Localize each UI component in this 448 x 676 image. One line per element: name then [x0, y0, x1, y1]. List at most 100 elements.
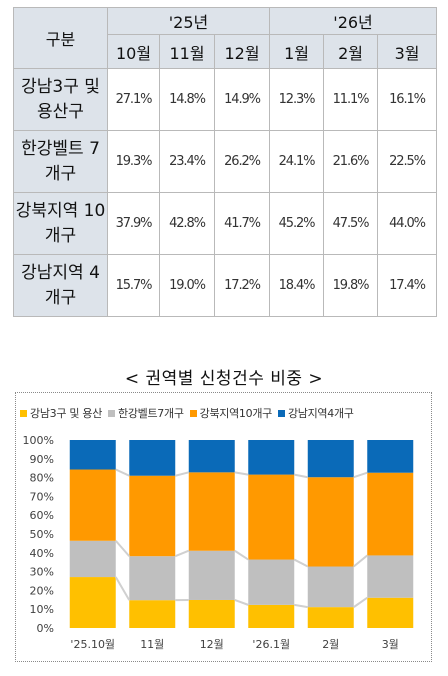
series-connector-line	[114, 540, 131, 557]
bar-segment	[307, 566, 354, 608]
bar-segment	[188, 440, 235, 473]
table-cell: 17.4%	[377, 254, 438, 317]
series-connector-line	[174, 549, 190, 558]
series-connector-line	[115, 468, 130, 477]
series-connector-line	[293, 558, 309, 568]
table-cell: 16.1%	[377, 68, 438, 131]
table-cell: 14.8%	[159, 68, 215, 131]
month-header: 1월	[269, 34, 325, 69]
legend-item: 강북지역10개구	[189, 405, 273, 421]
table-cell: 47.5%	[323, 192, 379, 255]
chart-frame	[15, 392, 432, 662]
row-label: 한강벨트 7개구	[13, 130, 108, 193]
table-cell: 45.2%	[269, 192, 325, 255]
y-tick-label: 100%	[23, 434, 54, 447]
table-cell: 27.1%	[107, 68, 160, 131]
legend-swatch	[277, 409, 285, 417]
bar-segment	[129, 600, 176, 628]
table-cell: 26.2%	[213, 130, 271, 193]
table-cell: 22.5%	[377, 130, 438, 193]
table-cell: 42.8%	[159, 192, 215, 255]
legend-swatch	[108, 409, 116, 417]
y-tick-label: 0%	[37, 622, 54, 635]
stacked-bar-chart: 0% 10% 20% 30% 40% 50% 60% 70% 80% 90% 100% '25.10월…	[23, 434, 414, 651]
table-cell: 23.4%	[159, 130, 215, 193]
chart-title: < 권역별 신청건수 비중 >	[124, 369, 324, 389]
legend-item: 강남3구 및 용산	[20, 405, 102, 421]
bar-segment	[69, 469, 116, 541]
bar-segment	[367, 440, 414, 473]
legend-swatch	[20, 409, 27, 417]
bar-segment	[129, 440, 176, 476]
y-tick-label: 80%	[30, 472, 54, 485]
table-cell: 44.0%	[377, 192, 438, 255]
x-tick-label: 12월	[200, 638, 224, 651]
table-cell: 37.9%	[107, 192, 160, 255]
table-cell: 14.9%	[213, 68, 271, 131]
series-connector-line	[353, 554, 368, 568]
y-tick-label: 40%	[30, 547, 54, 560]
x-tick-label: 11월	[140, 638, 164, 651]
legend-swatch	[189, 409, 197, 417]
legend-label: 강남3구 및 용산	[30, 407, 103, 420]
bar-segment	[69, 577, 116, 628]
table-cell: 19.0%	[159, 254, 215, 317]
table-cell: 18.4%	[269, 254, 325, 317]
legend-label: 한강벨트7개구	[118, 407, 184, 420]
year-header-2025: '25년	[106, 7, 271, 35]
bar-segment	[188, 599, 235, 628]
header-group-label: 구분	[13, 7, 108, 69]
y-tick-label: 50%	[30, 528, 54, 541]
month-header: 11월	[159, 34, 215, 69]
legend-item: 강남지역4개구	[277, 405, 354, 421]
series-connector-line	[353, 596, 368, 608]
table-row: 강북지역 10개구 37.9% 42.8% 41.7% 45.2% 47.5% …	[13, 192, 438, 255]
legend-item: 한강벨트7개구	[108, 405, 184, 421]
series-connector-line	[234, 599, 249, 606]
table-row: 강남지역 4개구 15.7% 19.0% 17.2% 18.4% 19.8% 1…	[13, 254, 438, 317]
table-cell: 12.3%	[269, 68, 325, 131]
x-tick-label: '26.1월	[252, 638, 290, 651]
table-cell: 19.3%	[107, 130, 160, 193]
table-cell: 11.1%	[323, 68, 379, 131]
table-row: 한강벨트 7개구 19.3% 23.4% 26.2% 24.1% 21.6% 2…	[13, 130, 438, 193]
table-cell: 21.6%	[323, 130, 379, 193]
series-connector-line	[234, 471, 249, 476]
series-connector-line	[175, 471, 189, 477]
legend-label: 강북지역10개구	[199, 407, 273, 420]
series-connector-line	[114, 576, 131, 601]
series-connector-line	[294, 603, 308, 609]
share-table: 구분 '25년 '26년 10월 11월 12월 1월 2월 3월 강남3구 및…	[13, 7, 438, 317]
bar-segment	[69, 440, 116, 470]
y-tick-label: 30%	[30, 566, 54, 579]
table-cell: 24.1%	[269, 130, 325, 193]
bar-segment	[307, 440, 354, 478]
chart-legend: 강남3구 및 용산 한강벨트7개구 강북지역10개구 강남지역4개구	[20, 405, 354, 421]
table-row: 강남3구 및 용산구 27.1% 14.8% 14.9% 12.3% 11.1%…	[13, 68, 438, 131]
y-tick-label: 20%	[30, 584, 54, 597]
bar-segment	[248, 440, 295, 475]
y-tick-label: 60%	[30, 509, 54, 522]
bar-segment	[367, 597, 414, 628]
bar-segment	[248, 474, 295, 560]
table-cell: 17.2%	[213, 254, 271, 317]
row-label: 강남지역 4개구	[13, 254, 108, 317]
y-tick-label: 90%	[30, 453, 54, 466]
bar-segment	[248, 559, 295, 605]
x-tick-label: 3월	[382, 638, 399, 651]
table-cell: 41.7%	[213, 192, 271, 255]
x-tick-label: '25.10월	[70, 638, 115, 651]
month-header: 3월	[377, 34, 438, 69]
y-tick-label: 70%	[30, 490, 54, 503]
bar-segment	[188, 472, 235, 551]
month-header: 2월	[323, 34, 379, 69]
month-header: 12월	[213, 34, 271, 69]
year-header-2026: '26년	[269, 7, 438, 35]
bar-segment	[367, 555, 414, 598]
bar-segment	[188, 550, 235, 600]
series-connector-line	[353, 471, 368, 479]
table-cell: 19.8%	[323, 254, 379, 317]
bar-segment	[248, 604, 295, 628]
bar-segment	[307, 477, 354, 567]
table-cell: 15.7%	[107, 254, 160, 317]
